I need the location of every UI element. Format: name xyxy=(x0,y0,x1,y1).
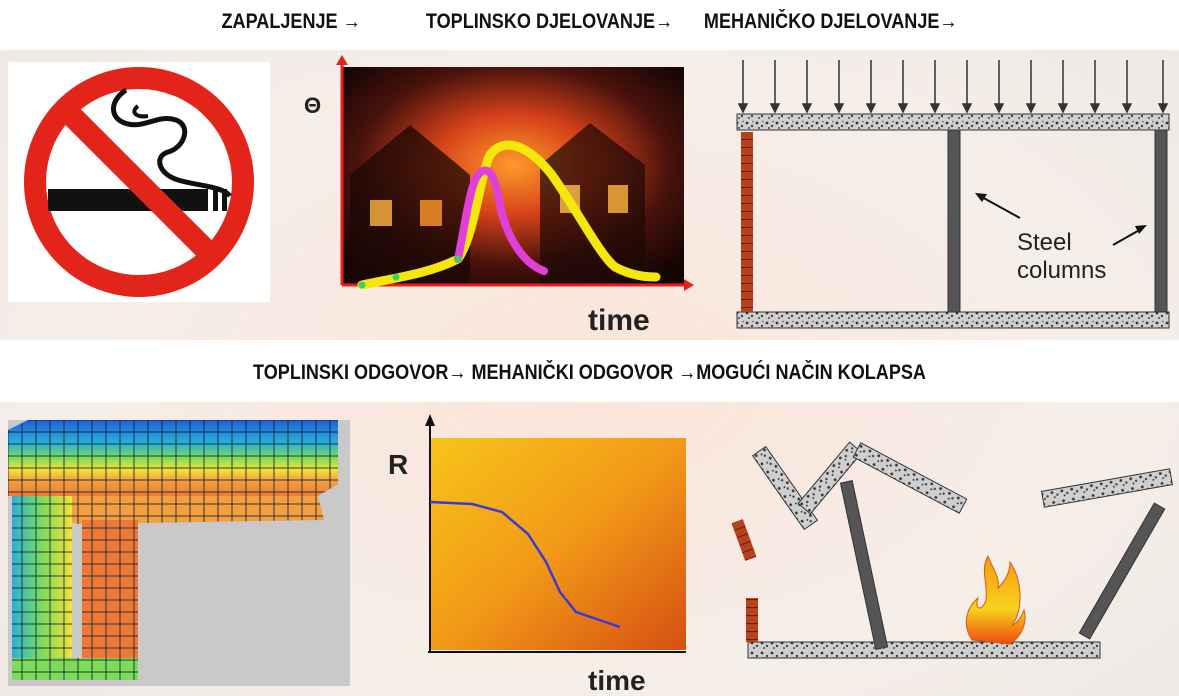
collapse-mode-panel xyxy=(731,441,1173,659)
heading-mechanical-action: MEHANIČKO DJELOVANJE→ xyxy=(703,10,958,33)
steel-column-right xyxy=(1154,129,1168,313)
heading-ignition: ZAPALJENJE → xyxy=(221,10,361,33)
brick-wall xyxy=(741,132,753,312)
fallen-column-middle xyxy=(839,480,889,650)
fire-temperature-panel: Θ time xyxy=(304,55,694,337)
roof-slab xyxy=(736,113,1170,131)
tilted-slab-left xyxy=(751,445,819,531)
resistance-time-panel: R time xyxy=(388,414,686,694)
tilted-slab-top xyxy=(852,442,968,514)
theta-axis-label: Θ xyxy=(304,93,321,118)
steel-columns-label-line2: columns xyxy=(1017,257,1106,284)
resistance-plot-area xyxy=(430,438,686,650)
distributed-load-arrows xyxy=(737,60,1169,114)
floor-slab xyxy=(736,311,1170,329)
cigarette-icon xyxy=(48,189,208,211)
fallen-column-right xyxy=(1078,502,1166,640)
flame-icon xyxy=(965,554,1026,645)
brick-stub xyxy=(746,598,758,642)
fallen-slab-right xyxy=(1041,468,1173,508)
tilted-slab-mid xyxy=(797,441,863,515)
fire-time-axis-label: time xyxy=(588,304,650,337)
no-smoking-sign xyxy=(8,62,270,302)
collapsed-floor-slab xyxy=(747,641,1101,659)
resistance-curve xyxy=(429,500,621,629)
steel-columns-label-line1: Steel xyxy=(1017,229,1072,256)
bottom-heading: TOPLINSKI ODGOVOR→ MEHANIČKI ODGOVOR →MO… xyxy=(253,361,926,384)
top-heading: ZAPALJENJE → TOPLINSKO DJELOVANJE→ MEHAN… xyxy=(83,10,1097,34)
thermal-response-model xyxy=(8,420,350,686)
heating-curve xyxy=(454,166,548,275)
resistance-axis-label: R xyxy=(388,449,408,480)
falling-brick xyxy=(731,519,757,561)
steel-column-middle xyxy=(947,129,961,313)
frame-structure-panel: Steel columns xyxy=(736,60,1170,329)
temperature-curve xyxy=(357,140,661,290)
resistance-time-axis-label: time xyxy=(588,665,646,694)
heading-thermal-action: TOPLINSKO DJELOVANJE→ xyxy=(425,10,674,33)
